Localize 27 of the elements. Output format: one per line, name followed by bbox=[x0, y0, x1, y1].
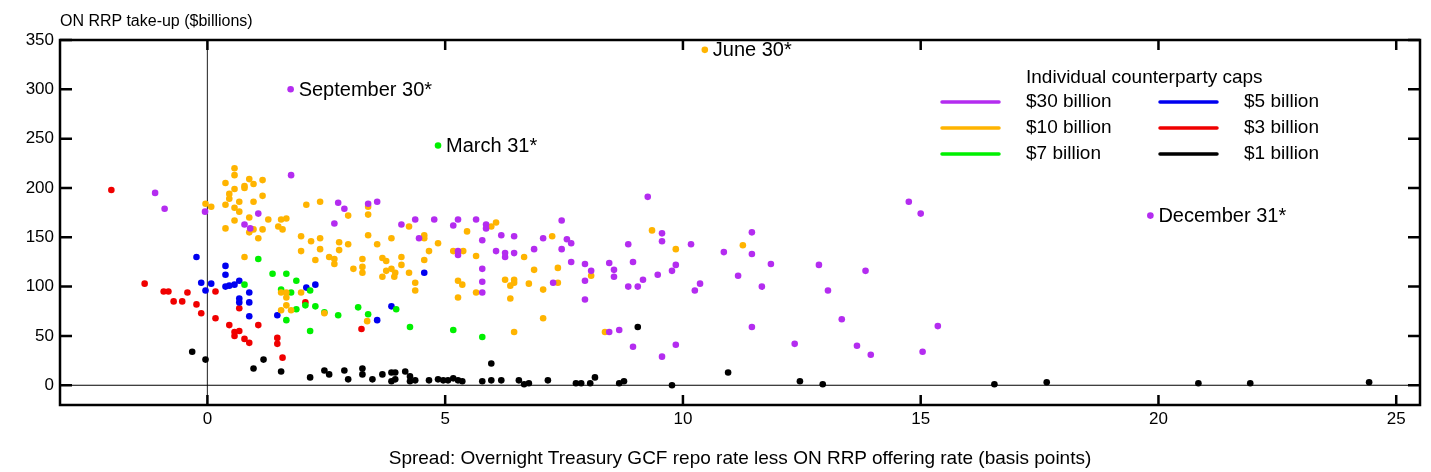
legend-label: $30 billion bbox=[1026, 90, 1112, 112]
y-tick-label: 200 bbox=[25, 177, 54, 197]
legend-label: $1 billion bbox=[1244, 142, 1319, 164]
annotation: June 30* bbox=[712, 38, 792, 61]
y-tick-label: 50 bbox=[35, 325, 54, 345]
y-tick-label: 300 bbox=[25, 79, 54, 99]
x-tick-label: 25 bbox=[1386, 408, 1406, 428]
annotation: December 31* bbox=[1158, 204, 1287, 227]
y-tick-label: 0 bbox=[44, 374, 54, 394]
legend-title: Individual counterparty caps bbox=[1026, 66, 1263, 88]
annotation: March 31* bbox=[446, 134, 538, 157]
legend-label: $10 billion bbox=[1026, 116, 1112, 138]
y-axis-title: ON RRP take-up ($billions) bbox=[60, 12, 253, 30]
x-axis-title: Spread: Overnight Treasury GCF repo rate less ON RRP offering rate (basis points) bbox=[388, 446, 1092, 468]
y-tick-label: 100 bbox=[25, 276, 54, 296]
y-tick-label: 350 bbox=[25, 29, 54, 49]
legend-label: $3 billion bbox=[1244, 116, 1319, 138]
y-tick-label: 150 bbox=[25, 226, 54, 246]
x-tick-label: 15 bbox=[911, 408, 931, 428]
x-tick-label: 0 bbox=[202, 408, 213, 428]
x-tick-label: 20 bbox=[1149, 408, 1168, 428]
legend-label: $7 billion bbox=[1026, 142, 1101, 164]
x-tick-label: 10 bbox=[673, 408, 693, 428]
annotation: September 30* bbox=[298, 77, 433, 100]
y-tick-label: 250 bbox=[25, 128, 54, 148]
x-tick-label: 5 bbox=[440, 408, 450, 428]
legend-label: $5 billion bbox=[1244, 90, 1319, 112]
